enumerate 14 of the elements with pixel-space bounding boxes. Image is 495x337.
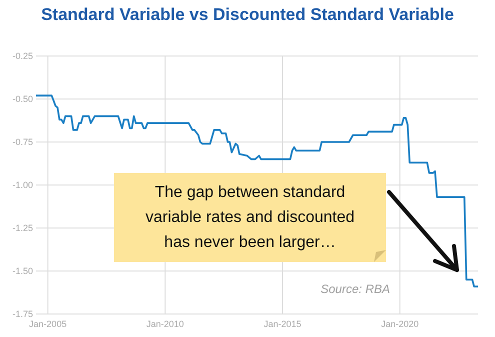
x-tick-label: Jan-2010 (146, 319, 184, 329)
y-tick-label: -0.25 (12, 51, 33, 62)
y-tick-label: -1.00 (12, 180, 33, 190)
y-tick-label: -0.50 (12, 94, 33, 104)
x-tick-label: Jan-2015 (264, 319, 302, 329)
y-tick-label: -0.75 (12, 137, 33, 148)
x-tick-label: Jan-2005 (29, 319, 67, 329)
y-tick-label: -1.75 (12, 309, 33, 320)
annotation: The gap between standard variable rates and discounted has never been larger… (145, 184, 355, 251)
y-tick-label: -1.50 (12, 266, 33, 276)
y-tick-label: -1.25 (12, 223, 33, 234)
annotation: Source: RBA (320, 282, 390, 296)
x-tick-label: Jan-2020 (381, 319, 419, 329)
chart-title: Standard Variable vs Discounted Standard Variable (41, 5, 454, 24)
